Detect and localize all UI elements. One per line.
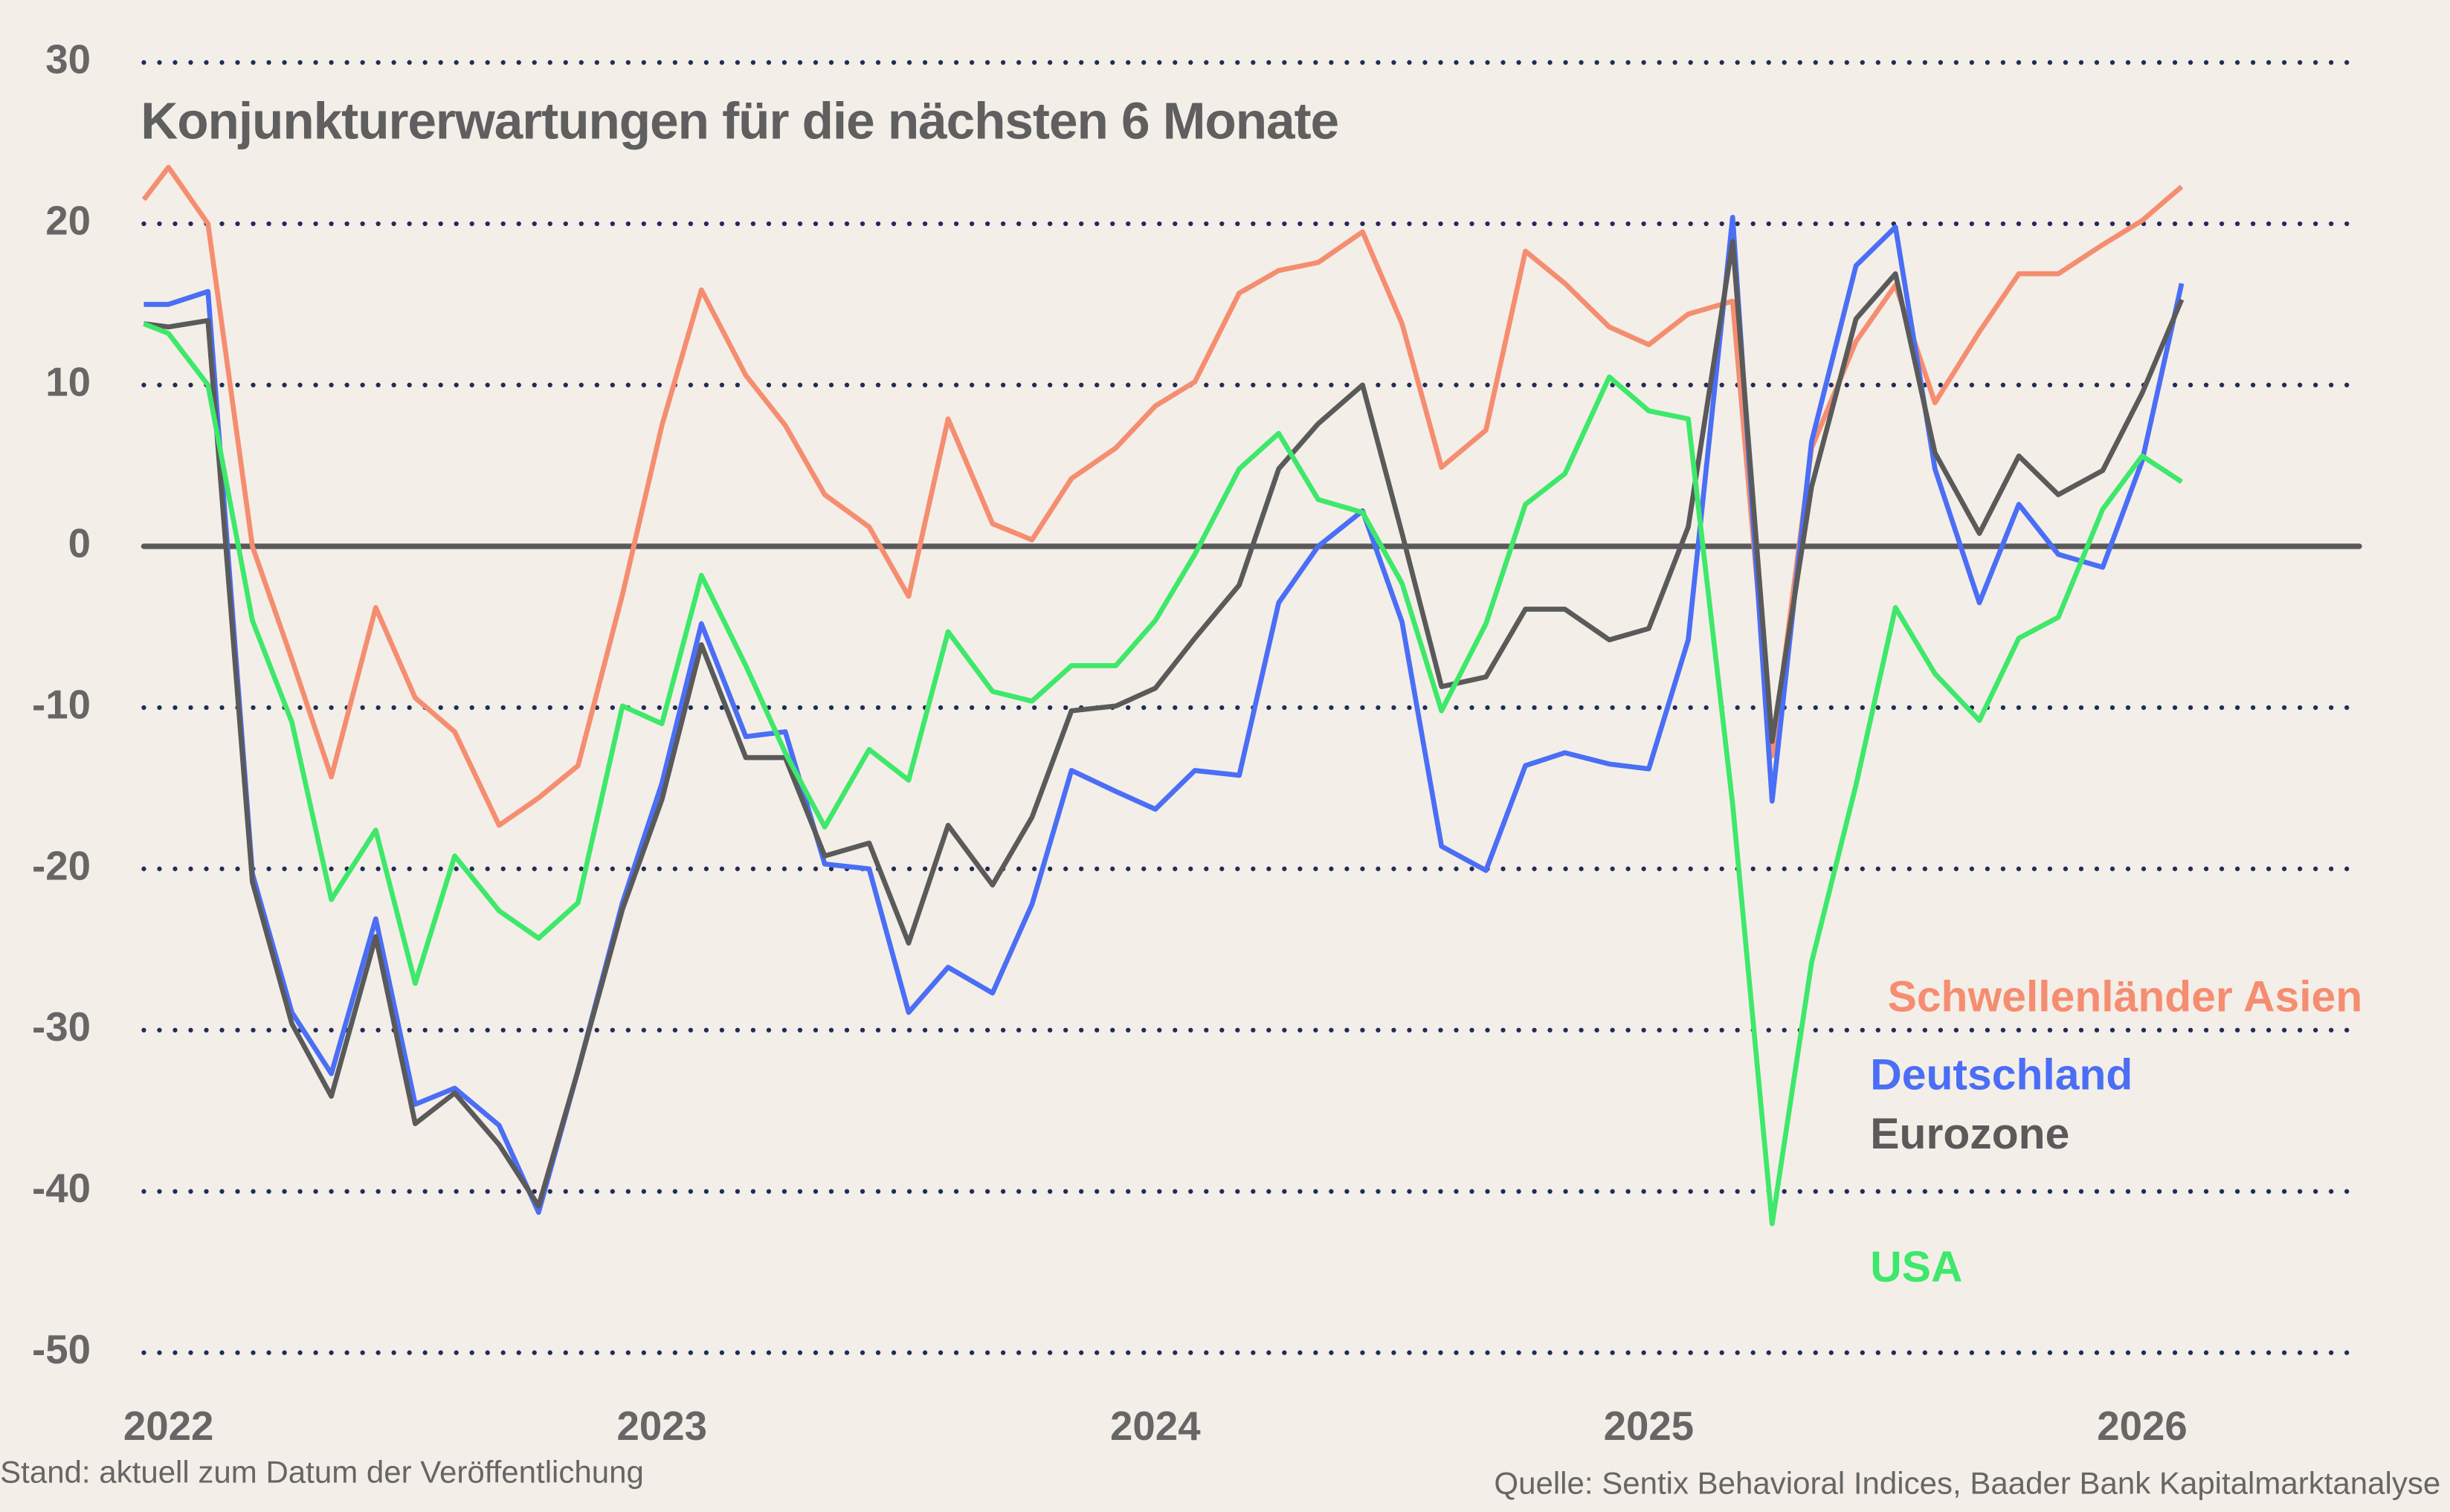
y-tick-label: -30 [32,1004,91,1050]
y-tick-label: 20 [45,198,91,243]
x-tick-label: 2023 [616,1403,707,1449]
series-line [143,321,2183,1227]
y-tick-label: -20 [32,843,91,888]
series-line [144,239,2185,1209]
y-tick-label: 0 [68,520,91,566]
y-tick-label: 10 [45,359,91,404]
y-tick-label: -50 [32,1327,91,1372]
x-tick-label: 2026 [2097,1403,2188,1449]
legend-label: USA [1870,1243,1962,1291]
y-tick-label: -40 [32,1166,91,1211]
footnote: Stand: aktuell zum Datum der Veröffentli… [0,1455,644,1490]
legend-label: Schwellenländer Asien [1888,972,2363,1021]
source: Quelle: Sentix Behavioral Indices, Baade… [1494,1465,2440,1500]
chart-title: Konjunkturerwartungen für die nächsten 6… [141,91,1338,149]
x-tick-label: 2025 [1604,1403,1695,1449]
series-line [144,214,2185,1215]
legend-label: Deutschland [1870,1050,2133,1099]
x-tick-label: 2024 [1110,1403,1201,1449]
y-tick-label: -10 [32,682,91,727]
legend-label: Eurozone [1870,1110,2069,1158]
y-tick-label: 30 [45,36,91,82]
x-tick-label: 2022 [123,1403,214,1449]
